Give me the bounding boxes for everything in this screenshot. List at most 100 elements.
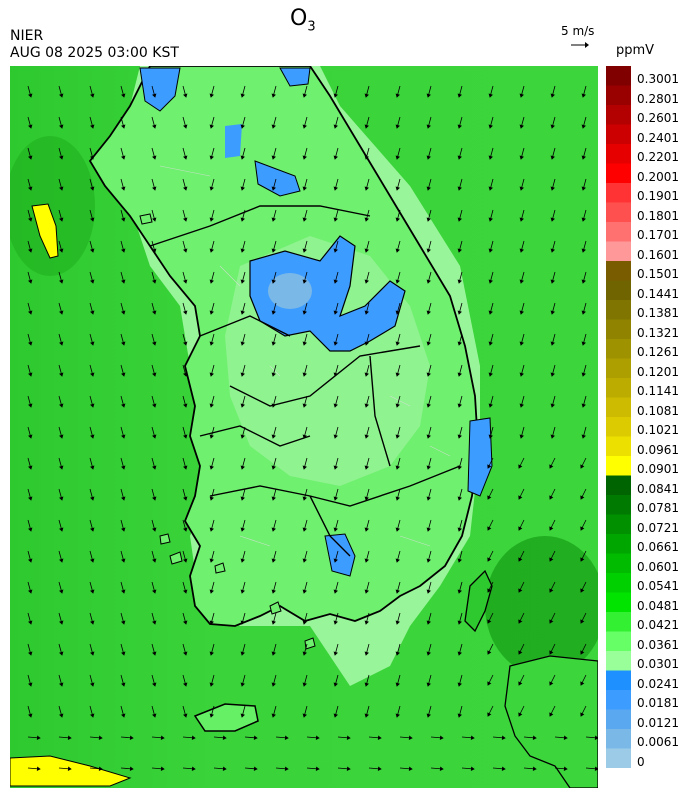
- wind-vector-head: [240, 310, 245, 315]
- wind-vector-head: [240, 186, 245, 191]
- wind-vector-head: [121, 403, 126, 408]
- wind-vector-head: [426, 620, 431, 625]
- wind-vector-head: [395, 651, 400, 656]
- legend-swatch: [606, 417, 631, 437]
- wind-vector-head: [209, 186, 214, 191]
- wind-vector-head: [209, 651, 214, 656]
- legend-label: 0.2001: [637, 169, 679, 184]
- wind-vector-head: [488, 186, 493, 191]
- wind-vector-head: [532, 735, 537, 740]
- wind-vector-head: [59, 124, 64, 129]
- legend-label: 0.1261: [637, 345, 679, 359]
- wind-vector-head: [333, 496, 338, 501]
- wind-vector-head: [333, 527, 338, 532]
- wind-vector-head: [550, 217, 555, 222]
- wind-vector-head: [364, 310, 369, 315]
- wind-vector-head: [240, 589, 245, 594]
- wind-vector-head: [364, 124, 369, 129]
- wind-vector-head: [209, 372, 214, 377]
- legend-label: 0.0361: [637, 637, 679, 652]
- wind-vector-head: [183, 186, 188, 191]
- high-ozone-region-southwest: [10, 755, 132, 787]
- wind-vector-head: [28, 558, 33, 563]
- wind-vector-head: [240, 279, 245, 284]
- wind-vector-head: [518, 495, 523, 500]
- wind-vector-head: [488, 372, 493, 377]
- legend-swatch: [606, 456, 631, 476]
- wind-vector-head: [302, 124, 307, 129]
- legend-swatch: [606, 553, 631, 574]
- wind-vector-head: [59, 651, 64, 656]
- map-title: O3: [290, 6, 316, 35]
- source-label: NIER: [10, 28, 44, 44]
- wind-vector-head: [364, 341, 369, 346]
- wind-vector-head: [457, 341, 462, 346]
- wind-vector-head: [253, 735, 258, 740]
- wind-vector-head: [488, 124, 493, 129]
- legend-label: 0.0181: [637, 696, 679, 710]
- wind-vector-head: [439, 735, 444, 740]
- wind-vector-head: [183, 155, 188, 160]
- wind-vector-head: [90, 589, 95, 594]
- wind-vector-head: [519, 155, 524, 160]
- wind-vector-head: [183, 217, 188, 222]
- legend-swatch: [606, 573, 631, 593]
- wind-vector-head: [284, 766, 289, 771]
- legend-swatch: [606, 514, 631, 535]
- wind-vector-head: [518, 464, 523, 469]
- lowest-ozone-core: [268, 273, 312, 309]
- wind-vector-head: [90, 124, 95, 129]
- wind-vector-head: [563, 766, 568, 771]
- legend-swatch: [606, 144, 631, 164]
- wind-vector-head: [364, 217, 369, 222]
- legend-swatch: [606, 280, 631, 301]
- wind-vector-head: [470, 766, 475, 771]
- wind-vector-head: [152, 372, 157, 377]
- wind-vector-head: [581, 403, 586, 408]
- wind-vector-head: [191, 766, 196, 771]
- legend-label: 0.0541: [637, 579, 679, 593]
- wind-vector-head: [28, 651, 33, 656]
- wind-vector-head: [209, 124, 214, 129]
- wind-vector-head: [549, 588, 554, 593]
- wind-vector-head: [426, 434, 431, 439]
- wind-vector-head: [426, 279, 431, 284]
- legend-swatch: [606, 105, 631, 125]
- wind-vector-head: [302, 558, 307, 563]
- wind-vector-head: [121, 589, 126, 594]
- wind-vector-head: [28, 279, 33, 284]
- legend-swatch: [606, 534, 631, 554]
- wind-vector-head: [209, 682, 214, 687]
- wind-vector-head: [302, 93, 307, 98]
- wind-vector-head: [183, 620, 188, 625]
- legend-swatch: [606, 183, 631, 203]
- legend-label: 0.0841: [637, 481, 679, 496]
- wind-vector-head: [28, 186, 33, 191]
- wind-vector-head: [183, 713, 188, 718]
- wind-vector-head: [90, 279, 95, 284]
- wind-vector-head: [457, 279, 462, 284]
- wind-vector-head: [364, 620, 369, 625]
- wind-vector-head: [240, 372, 245, 377]
- wind-vector-head: [581, 124, 586, 129]
- wind-vector-head: [59, 186, 64, 191]
- legend-swatch: [606, 202, 631, 223]
- wind-reference-label: 5 m/s: [561, 24, 595, 38]
- wind-vector-head: [90, 434, 95, 439]
- wind-vector-head: [457, 310, 462, 315]
- wind-vector-head: [59, 403, 64, 408]
- japan-kyushu-coast: [504, 655, 598, 788]
- wind-vector-head: [549, 464, 554, 469]
- wind-vector-head: [59, 372, 64, 377]
- wind-vector-head: [518, 526, 523, 531]
- wind-vector-head: [28, 465, 33, 470]
- wind-vector-head: [152, 465, 157, 470]
- legend-swatch: [606, 709, 631, 730]
- wind-vector-head: [59, 248, 64, 253]
- wind-vector-head: [240, 496, 245, 501]
- wind-vector-head: [580, 712, 585, 717]
- wind-vector-head: [457, 496, 462, 501]
- wind-vector-head: [271, 558, 276, 563]
- wind-vector-head: [519, 403, 524, 408]
- wind-vector-head: [209, 620, 214, 625]
